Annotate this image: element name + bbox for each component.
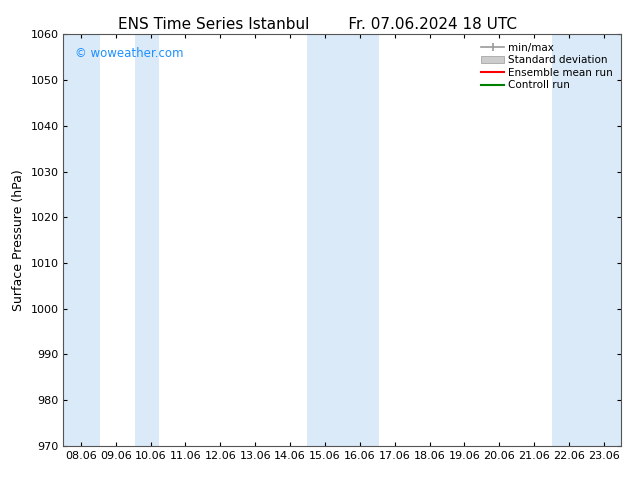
Bar xyxy=(552,34,621,446)
Bar xyxy=(135,34,159,446)
Bar xyxy=(63,34,100,446)
Text: ENS Time Series Istanbul        Fr. 07.06.2024 18 UTC: ENS Time Series Istanbul Fr. 07.06.2024 … xyxy=(117,17,517,32)
Bar xyxy=(307,34,379,446)
Text: © woweather.com: © woweather.com xyxy=(75,47,183,60)
Legend: min/max, Standard deviation, Ensemble mean run, Controll run: min/max, Standard deviation, Ensemble me… xyxy=(478,40,616,94)
Y-axis label: Surface Pressure (hPa): Surface Pressure (hPa) xyxy=(12,169,25,311)
